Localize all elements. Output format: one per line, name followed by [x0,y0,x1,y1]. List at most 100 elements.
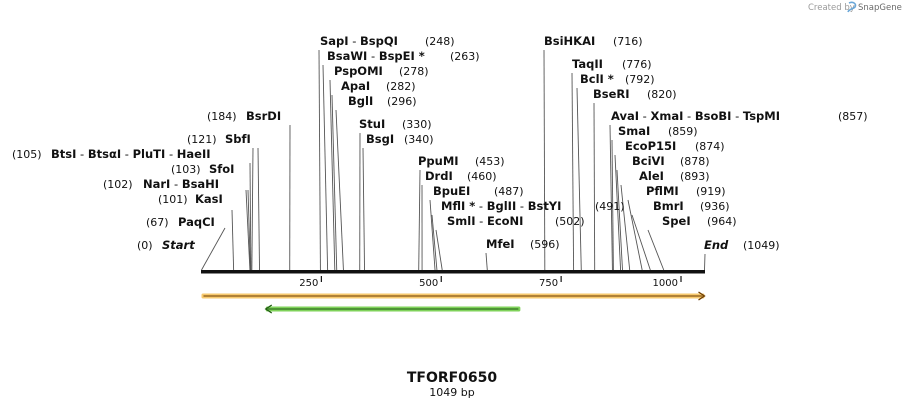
site-label-bmri: BmrI (936) [653,199,730,213]
site-position-pflmi: (919) [696,185,726,198]
backbone-bar [201,270,705,274]
site-line-ppumi [419,170,420,270]
site-line-bmri [632,215,650,270]
enzyme-name-bmri: BmrI [653,199,684,213]
site-position-bmri: (936) [700,200,730,213]
site-position-end: (1049) [743,239,780,252]
enzyme-name-bsgi: BsgI [366,132,394,146]
site-line-bsihkai [544,50,545,270]
site-label-taqii: TaqII (776) [572,57,652,71]
site-line-bpuei [430,200,435,270]
site-position-bgli: (296) [387,95,417,108]
tick-label-500: 500 [419,278,438,289]
enzyme-name-start: Start [162,238,195,252]
feature-arrows [202,292,705,313]
site-label-kasi: KasI (101) [158,192,223,206]
site-label-mfli: MflI * - BglII - BstYI(491) [441,199,625,213]
site-label-ppumi: PpuMI(453) [418,154,505,168]
enzyme-name-apai: ApaI [341,79,370,93]
site-position-bcivi: (878) [680,155,710,168]
site-label-bsgi: BsgI (340) [366,132,434,146]
site-label-smai: SmaI(859) [618,124,698,138]
site-line-alei [621,185,630,270]
site-position-drdi: (460) [467,170,497,183]
enzyme-name-avai: AvaI - XmaI - BsoBI - TspMI [611,109,780,123]
site-line-taqii [572,73,574,270]
site-line-sbfi [258,148,260,270]
site-label-stui: StuI(330) [359,117,432,131]
site-position-bpuei: (487) [494,185,524,198]
site-position-apai: (282) [386,80,416,93]
site-line-paqci [232,210,234,270]
site-position-ppumi: (453) [475,155,505,168]
site-position-ecop15i: (874) [695,140,725,153]
site-line-pflmi [628,200,642,270]
site-label-mfei: MfeI(596) [486,237,560,251]
enzyme-name-sfoi: SfoI [209,162,234,176]
site-position-nari: (102) [103,178,133,191]
site-position-bsrdi: (184) [207,110,237,123]
site-position-taqii: (776) [622,58,652,71]
map-subtitle: 1049 bp [429,386,474,399]
site-position-pspomi: (278) [399,65,429,78]
site-position-bsgi: (340) [404,133,434,146]
site-label-end: End(1049) [704,238,780,252]
site-line-end [705,254,706,270]
enzyme-name-mfei: MfeI [486,237,515,251]
site-line-mfei [486,253,487,270]
site-position-sbfi: (121) [187,133,217,146]
site-label-sapi: SapI - BspQI(248) [320,34,455,48]
site-position-bsihkai: (716) [613,35,643,48]
site-line-btsi [252,148,253,270]
site-label-spei: SpeI (964) [662,214,737,228]
enzyme-name-bseri: BseRI [593,87,630,101]
enzyme-name-drdi: DrdI [425,169,453,183]
site-position-btsi: (105) [12,148,42,161]
enzyme-name-taqii: TaqII [572,57,603,71]
enzyme-name-bcivi: BciVI [632,154,665,168]
enzyme-name-ecop15i: EcoP15I [625,139,676,153]
site-position-stui: (330) [402,118,432,131]
site-label-apai: ApaI (282) [341,79,416,93]
enzyme-name-spei: SpeI [662,214,691,228]
site-labels: Start(0)PaqCI(67)KasI(101)NarI - BsaHI(1… [12,34,868,252]
enzyme-name-kasi: KasI [195,192,223,206]
enzyme-name-btsi: BtsI - BtsαI - PluTI - HaeII [51,147,211,161]
site-position-spei: (964) [707,215,737,228]
site-position-alei: (893) [680,170,710,183]
site-line-bsgi [363,148,365,270]
site-label-bgli: BglI (296) [348,94,417,108]
site-label-paqci: PaqCI(67) [146,215,215,229]
credit-brand: SnapGene [858,3,902,13]
site-label-smli: SmlI - EcoNI(502) [447,214,585,228]
snapgene-credit: Created by SnapGene [808,2,902,13]
site-label-bcli: BclI * (792) [580,72,655,86]
enzyme-name-mfli: MflI * - BglII - BstYI [441,199,561,213]
site-label-sfoi: SfoI (103) [171,162,234,176]
sequence-backbone [201,270,705,274]
enzyme-name-bgli: BglI [348,94,373,108]
site-line-start [202,228,226,270]
enzyme-name-alei: AleI [639,169,664,183]
enzyme-name-pflmi: PflMI [646,184,679,198]
site-line-bcli [577,88,581,270]
enzyme-name-pspomi: PspOMI [334,64,383,78]
site-position-bcli: (792) [625,73,655,86]
site-line-bsawi [323,65,328,270]
site-line-sapi [319,50,320,270]
tick-label-250: 250 [299,278,318,289]
enzyme-name-bcli: BclI * [580,72,614,86]
site-line-spei [648,230,664,270]
enzyme-name-bsawi: BsaWI - BspEI * [327,49,425,63]
site-label-drdi: DrdI (460) [425,169,497,183]
site-position-smai: (859) [668,125,698,138]
site-label-start: Start (0) [137,238,195,252]
site-position-kasi: (101) [158,193,188,206]
site-position-sfoi: (103) [171,163,201,176]
enzyme-name-paqci: PaqCI [178,215,215,229]
site-label-bcivi: BciVI (878) [632,154,710,168]
enzyme-name-smli: SmlI - EcoNI [447,214,523,228]
feature-orf-forward [202,292,705,300]
site-position-start: (0) [137,239,153,252]
